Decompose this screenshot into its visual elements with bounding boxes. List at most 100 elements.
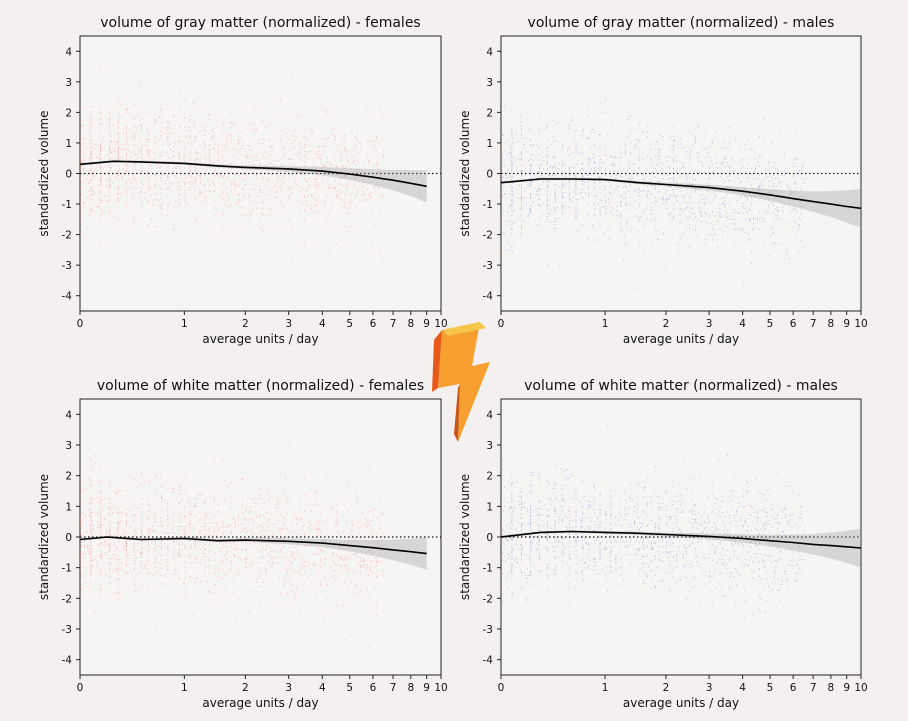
data-point — [226, 138, 228, 140]
data-point — [148, 202, 149, 203]
data-point — [617, 174, 619, 176]
data-point — [553, 156, 555, 157]
data-point — [209, 559, 211, 561]
data-point — [141, 147, 142, 148]
data-point — [581, 133, 583, 135]
data-point — [101, 541, 103, 543]
data-point — [270, 190, 272, 192]
data-point — [109, 179, 111, 181]
data-point — [100, 505, 102, 507]
data-point — [150, 165, 152, 167]
data-point — [650, 159, 652, 161]
data-point — [147, 166, 149, 168]
data-point — [630, 178, 632, 180]
data-point — [277, 176, 279, 178]
data-point — [109, 551, 111, 553]
data-point — [176, 182, 178, 184]
data-point — [255, 195, 257, 197]
data-point — [360, 551, 362, 553]
data-point — [169, 144, 171, 146]
data-point — [226, 188, 228, 190]
data-point — [109, 498, 111, 500]
data-point — [274, 556, 275, 558]
data-point — [771, 227, 773, 229]
data-point — [100, 491, 102, 493]
data-point — [297, 571, 299, 573]
data-point — [521, 192, 522, 194]
data-point — [80, 520, 81, 521]
data-point — [124, 174, 126, 176]
data-point — [189, 136, 191, 138]
data-point — [122, 534, 124, 536]
data-point — [658, 180, 659, 182]
data-point — [245, 173, 247, 175]
data-point — [194, 196, 196, 198]
data-point — [242, 520, 244, 522]
data-point — [222, 569, 224, 571]
data-point — [126, 514, 127, 516]
data-point — [100, 169, 102, 171]
data-point — [90, 499, 92, 501]
data-point — [773, 213, 775, 215]
data-point — [670, 194, 672, 196]
data-point — [80, 140, 81, 141]
data-point — [109, 119, 111, 121]
data-point — [521, 226, 522, 228]
data-point — [773, 167, 775, 169]
data-point — [634, 145, 636, 147]
data-point — [234, 181, 236, 183]
data-point — [128, 539, 130, 541]
data-point — [80, 520, 81, 522]
data-point — [117, 123, 119, 125]
data-point — [120, 147, 122, 149]
data-point — [259, 550, 261, 552]
data-point — [165, 102, 166, 104]
data-point — [520, 215, 522, 217]
data-point — [552, 166, 554, 168]
data-point — [549, 194, 551, 196]
data-point — [360, 570, 362, 572]
data-point — [629, 177, 631, 179]
data-point — [148, 151, 149, 153]
y-tick-label: 2 — [65, 107, 72, 119]
data-point — [222, 558, 224, 560]
data-point — [555, 231, 557, 233]
data-point — [299, 145, 301, 147]
data-point — [324, 557, 326, 559]
data-point — [90, 571, 92, 573]
data-point — [521, 197, 522, 199]
data-point — [116, 529, 118, 531]
data-point — [615, 241, 617, 243]
data-point — [698, 91, 699, 93]
data-point — [301, 174, 303, 176]
data-point — [602, 189, 604, 191]
data-point — [117, 568, 119, 570]
data-point — [511, 185, 512, 187]
data-point — [511, 190, 513, 192]
data-point — [538, 185, 540, 187]
data-point — [382, 571, 384, 573]
data-point — [682, 166, 684, 168]
data-point — [695, 139, 697, 141]
data-point — [294, 129, 296, 131]
data-point — [136, 127, 138, 129]
data-point — [80, 144, 81, 146]
data-point — [167, 489, 169, 491]
data-point — [133, 221, 135, 223]
data-point — [650, 173, 652, 175]
data-point — [629, 142, 631, 143]
data-point — [291, 187, 293, 189]
data-point — [530, 144, 532, 146]
data-point — [504, 159, 506, 161]
data-point — [504, 193, 505, 195]
data-point — [562, 196, 564, 198]
data-point — [80, 173, 81, 175]
data-point — [710, 173, 712, 175]
data-point — [306, 164, 308, 166]
data-point — [657, 253, 659, 255]
data-point — [506, 220, 508, 222]
data-point — [578, 229, 580, 231]
data-point — [695, 229, 697, 231]
data-point — [340, 565, 342, 567]
data-point — [184, 533, 186, 535]
